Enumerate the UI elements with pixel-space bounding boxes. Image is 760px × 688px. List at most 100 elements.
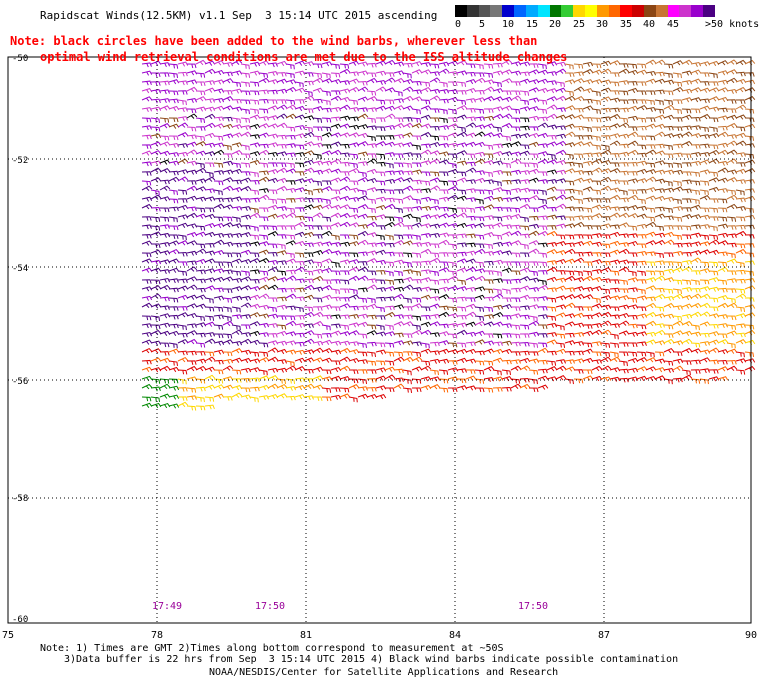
wind-barb	[231, 98, 242, 104]
wind-barb	[474, 77, 486, 84]
wind-barb	[195, 126, 206, 131]
wind-barb	[681, 338, 693, 345]
wind-barb	[366, 77, 378, 84]
wind-barb	[168, 306, 179, 311]
wind-barb	[141, 80, 152, 86]
wind-barb	[609, 376, 621, 382]
wind-barb	[546, 186, 558, 192]
wind-barb	[258, 149, 270, 156]
wind-barb	[348, 162, 358, 169]
wind-barb	[474, 151, 486, 157]
wind-barb	[672, 377, 683, 383]
wind-barb	[591, 365, 603, 372]
wind-barb	[627, 69, 639, 76]
wind-barb	[195, 162, 205, 169]
wind-barb	[636, 375, 648, 382]
lat-label: -58	[12, 494, 28, 504]
wind-barb	[195, 225, 206, 231]
wind-barb	[294, 322, 306, 328]
wind-barb	[663, 225, 674, 230]
wind-barb	[141, 339, 153, 345]
wind-barb	[744, 224, 755, 230]
wind-barb	[483, 243, 494, 250]
wind-barb	[744, 87, 756, 93]
wind-barb	[483, 144, 494, 150]
wind-barb	[483, 95, 495, 102]
wind-barb	[717, 142, 729, 148]
wind-barb	[474, 315, 485, 321]
wind-barb	[438, 311, 450, 318]
wind-barb	[537, 342, 548, 348]
wind-barb	[438, 125, 450, 131]
wind-barb	[366, 135, 376, 142]
wind-barb	[339, 356, 351, 362]
wind-barb	[645, 221, 657, 228]
wind-barb	[546, 80, 558, 86]
wind-barb	[609, 123, 621, 129]
wind-barb	[699, 169, 711, 175]
wind-barb	[168, 216, 178, 223]
wind-barb	[303, 216, 314, 222]
wind-barb	[465, 303, 477, 309]
wind-barb	[744, 123, 756, 130]
wind-barb	[366, 303, 378, 309]
wind-barb	[294, 240, 306, 247]
wind-barb	[537, 143, 549, 149]
wind-barb	[267, 323, 279, 329]
wind-barb	[366, 386, 377, 392]
wind-barb	[411, 162, 422, 168]
wind-barb	[249, 114, 261, 120]
wind-barb	[348, 349, 360, 355]
wind-barb	[474, 124, 486, 130]
wind-barb	[339, 161, 350, 167]
wind-barb	[258, 116, 270, 122]
wind-barb	[222, 61, 234, 67]
wind-barb	[141, 252, 152, 258]
wind-barb	[348, 330, 360, 336]
wind-barb	[249, 90, 260, 96]
wind-barb	[150, 126, 161, 132]
wind-barb	[258, 108, 269, 114]
wind-barb	[339, 252, 350, 257]
wind-barb	[429, 303, 441, 309]
wind-barb	[609, 323, 620, 329]
wind-barb	[591, 117, 602, 123]
wind-barb	[564, 332, 575, 338]
wind-barb	[591, 286, 603, 292]
wind-barb	[717, 115, 729, 121]
wind-barb	[600, 144, 610, 151]
wind-barb	[420, 81, 431, 87]
wind-barb	[717, 177, 729, 183]
legend-swatch	[667, 5, 680, 17]
wind-barb	[672, 305, 684, 311]
wind-barb	[555, 114, 567, 120]
wind-barb	[699, 151, 711, 157]
wind-barb	[483, 189, 494, 195]
wind-barb	[285, 162, 296, 169]
wind-barb	[294, 384, 306, 391]
wind-barb	[375, 196, 387, 202]
wind-barb	[348, 314, 360, 319]
wind-barb	[294, 162, 305, 168]
wind-barb	[231, 187, 243, 193]
wind-barb	[726, 99, 737, 104]
wind-barb	[645, 207, 656, 213]
wind-barb	[654, 78, 666, 84]
wind-barb	[645, 78, 657, 84]
wind-barb	[393, 286, 405, 292]
wind-barb	[141, 161, 152, 167]
wind-barb	[474, 294, 486, 300]
wind-barb	[735, 351, 745, 358]
wind-barb	[681, 303, 693, 309]
wind-barb	[618, 242, 630, 248]
wind-barb	[663, 153, 674, 159]
wind-barb	[717, 287, 728, 293]
wind-barb	[726, 348, 738, 354]
time-label: 17:50	[255, 601, 285, 612]
wind-barb	[411, 188, 422, 194]
wind-barb	[366, 330, 378, 336]
wind-barb	[159, 342, 170, 348]
wind-barb	[150, 315, 161, 321]
wind-barb	[429, 198, 439, 205]
wind-barb	[708, 306, 719, 312]
